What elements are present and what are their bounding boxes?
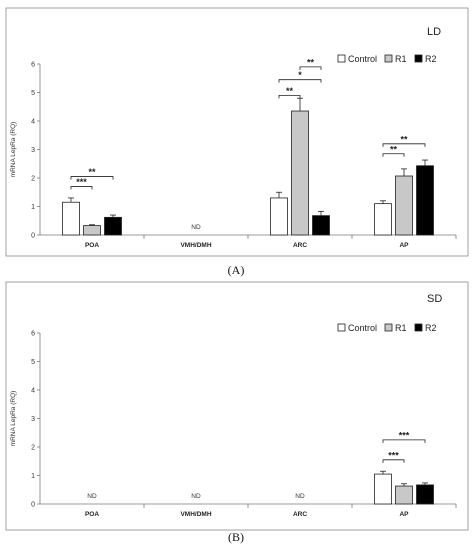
significance-label: *** [399,430,410,440]
legend-swatch-r1 [384,54,393,63]
y-axis-label: mRNA LepRa (RQ) [10,391,17,447]
legend-label-r2: R2 [425,323,437,333]
significance-label: ** [88,167,96,177]
y-tick-label: 6 [31,331,35,338]
significance-label: *** [388,450,399,460]
y-tick-label: 2 [31,176,35,183]
significance-label: * [298,70,302,80]
nd-label: ND [87,493,97,500]
y-tick-label: 4 [31,388,35,395]
x-category-label: POA [85,511,99,518]
bar-r2-poa [104,216,122,236]
x-category-label: ARC [293,242,307,249]
legend-swatch-r2 [414,323,423,332]
bar-r2-ap [416,165,434,236]
bar-control-ap [374,203,392,236]
x-category-label: VMH/DMH [180,511,211,518]
y-tick-label: 4 [31,119,35,126]
y-tick-label: 6 [31,62,35,69]
significance-label: *** [76,177,87,187]
bar-control-ap [374,473,392,505]
legend-swatch-control [337,323,346,332]
y-tick-label: 0 [31,233,35,240]
legend-swatch-control [337,54,346,63]
y-tick-label: 5 [31,359,35,366]
significance-bracket [382,143,426,147]
y-tick-label: 1 [31,204,35,211]
x-category-label: AP [399,242,409,249]
significance-bracket [278,79,322,83]
y-tick-label: 2 [31,445,35,452]
significance-label: ** [286,86,294,96]
bar-r1-arc [291,110,309,236]
legend-swatch-r2 [414,54,423,63]
significance-label: ** [307,57,315,67]
bar-r1-poa [83,225,101,236]
y-tick-label: 5 [31,90,35,97]
significance-label: ** [400,134,408,144]
chart-panel-ld: 0 1 2 3 4 5 6 mRNA LepRa (RQ) POA VMH/DMH ARC AP ND *… [5,7,469,257]
significance-bracket [382,459,405,463]
significance-bracket [70,186,93,190]
x-category-label: ARC [293,511,307,518]
y-tick-label: 1 [31,473,35,480]
significance-bracket [278,94,301,99]
significance-bracket [70,176,114,180]
legend: Control R1 R2 [337,323,437,333]
legend-swatch-r1 [384,323,393,332]
bar-r1-ap [395,175,413,236]
nd-label: ND [191,224,201,231]
bar-control-poa [62,201,80,236]
legend-label-r2: R2 [425,54,437,64]
y-tick-label: 3 [31,416,35,423]
panel-title: SD [427,293,442,305]
bar-r2-ap [416,484,434,505]
legend-label-r1: R1 [395,323,407,333]
legend-label-control: Control [348,323,377,333]
bar-control-arc [270,197,288,236]
significance-bracket [382,439,426,443]
legend-label-r1: R1 [395,54,407,64]
y-axis-label: mRNA LepRa (RQ) [10,122,17,178]
legend: Control R1 R2 [337,54,437,64]
chart-panel-sd: 0 1 2 3 4 5 6 mRNA LepRa (RQ) POA VMH/DMH ARC AP ND N… [5,281,469,531]
bar-r2-arc [312,215,330,236]
x-category-label: VMH/DMH [180,242,211,249]
x-category-label: POA [85,242,99,249]
significance-label: ** [390,144,398,154]
panel-title: LD [427,26,441,38]
y-tick-label: 0 [31,502,35,509]
panel-caption: (A) [228,263,245,277]
nd-label: ND [191,493,201,500]
panel-caption: (B) [228,530,244,544]
significance-bracket [382,153,405,157]
nd-label: ND [295,493,305,500]
y-tick-label: 3 [31,147,35,154]
x-category-label: AP [399,511,409,518]
bar-r1-ap [395,485,413,505]
legend-label-control: Control [348,54,377,64]
significance-bracket [299,66,322,70]
